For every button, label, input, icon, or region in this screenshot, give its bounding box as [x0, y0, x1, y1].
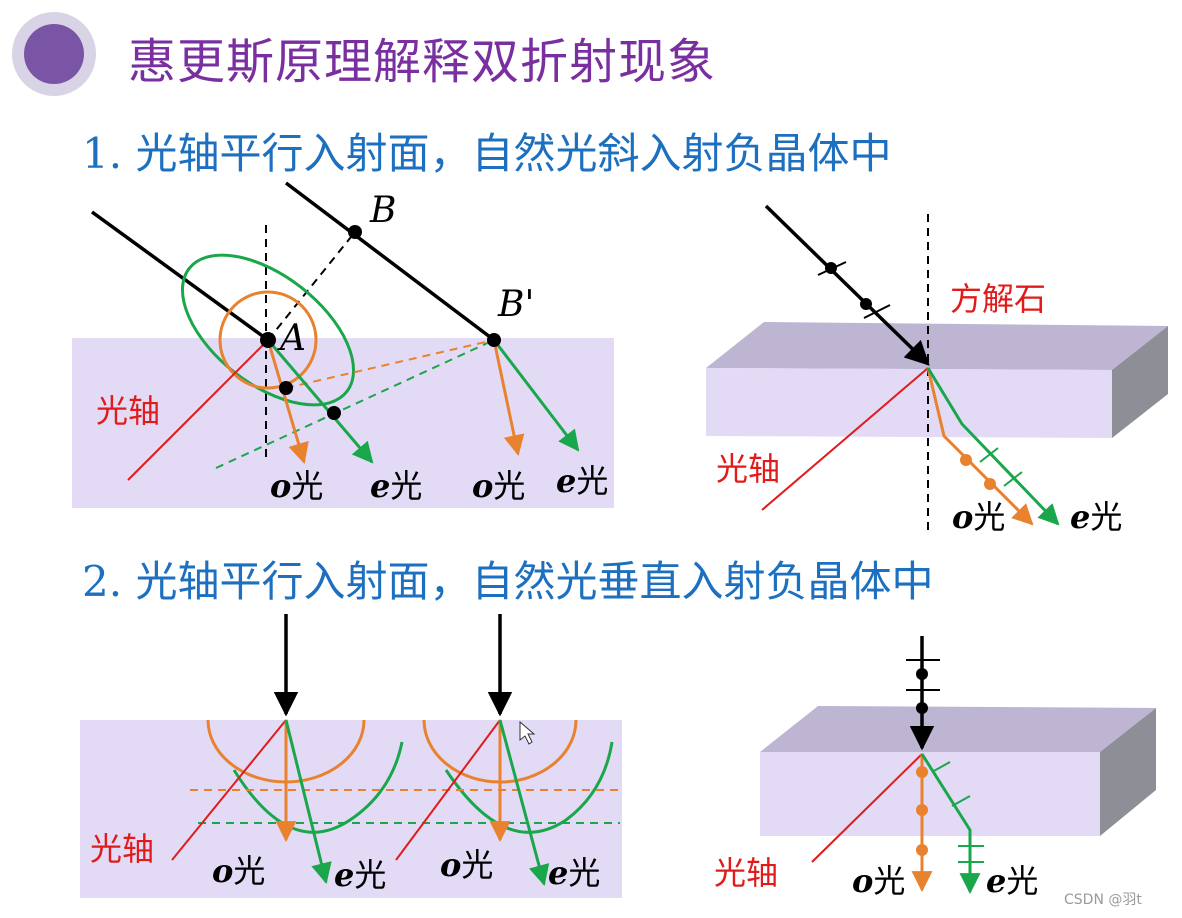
label-o-light-d: o光: [440, 846, 493, 884]
label-e-light-d: e光: [548, 854, 600, 892]
label-o-light-2: o光: [472, 467, 525, 505]
e-tangent-dot: [327, 406, 341, 420]
o-dot-4: [916, 804, 928, 816]
polarization-tick-2: [863, 304, 891, 319]
label-b-prime: B': [497, 284, 534, 325]
polarization-dot-3: [916, 668, 928, 680]
point-b-dot: [348, 225, 362, 239]
o-dot-5: [916, 844, 928, 856]
incident-ray-3d: [764, 204, 930, 366]
crystal-slab: [72, 338, 614, 508]
label-optic-axis-3d-2: 光轴: [714, 854, 778, 892]
e-ray-b: [492, 339, 580, 452]
watermark: CSDN @羽t: [1064, 892, 1142, 908]
e-tick-3: [931, 761, 951, 773]
panel-oblique-wavefront: A B B' 光轴 o光 e光 o光 e光: [72, 181, 614, 508]
e-tick-4: [951, 795, 971, 807]
block-side-face-2: [1100, 708, 1156, 836]
block-front-face: [706, 368, 1112, 438]
panel-normal-calcite: 光轴 o光 e光: [714, 636, 1156, 900]
e-ray-d: [498, 719, 550, 887]
o-ray-3d: [926, 367, 1034, 526]
label-optic-axis: 光轴: [96, 392, 160, 430]
section-2-text: 光轴平行入射面，自然光垂直入射负晶体中: [135, 557, 934, 606]
block-side-face: [1112, 326, 1168, 438]
section-2-number: 2.: [82, 557, 123, 606]
o-dot-3: [916, 766, 928, 778]
o-ray-b: [492, 339, 525, 457]
block-top-face: [706, 322, 1168, 370]
label-e-light-3d: e光: [1070, 498, 1122, 536]
label-optic-axis-2: 光轴: [90, 830, 154, 868]
e-ray-3d: [926, 367, 1060, 526]
label-e-light-1: e光: [370, 467, 422, 505]
optic-axis-c: [171, 719, 287, 861]
label-optic-axis-3d: 光轴: [716, 450, 780, 488]
mouse-cursor-icon: [519, 720, 536, 745]
section-1-text: 光轴平行入射面，自然光斜入射负晶体中: [135, 129, 892, 178]
label-e-light-c: e光: [334, 856, 386, 894]
incident-ray-b: [284, 181, 496, 342]
o-wavefront: [285, 339, 495, 389]
title-badge-dot: [24, 24, 84, 84]
label-calcite: 方解石: [950, 280, 1046, 318]
label-b: B: [369, 190, 396, 231]
e-ray-c: [284, 719, 332, 885]
point-b-prime-dot: [487, 333, 501, 347]
block-top-face-2: [760, 706, 1156, 752]
incident-ray-a: [90, 210, 270, 342]
e-tick-2: [1003, 471, 1023, 487]
polarization-dot-4: [916, 702, 928, 714]
e-ray-3d-2: [920, 753, 981, 895]
panel-normal-wavefront: 光轴 o光 e光 o光 e光: [80, 614, 622, 898]
optic-axis-3d: [761, 367, 929, 511]
e-wavefront: [215, 339, 495, 469]
o-dot-2: [984, 478, 996, 490]
optic-axis-line: [127, 339, 269, 481]
section-1-number: 1.: [82, 129, 123, 178]
panel-oblique-calcite: 方解石 光轴 o光 e光: [706, 204, 1168, 536]
label-o-light-c: o光: [212, 852, 265, 890]
e-wavelet-d: [444, 741, 614, 834]
block-front-face-2: [760, 752, 1100, 836]
o-tangent-dot: [279, 381, 293, 395]
optic-axis-3d-2: [811, 753, 923, 863]
page-title: 惠更斯原理解释双折射现象: [128, 34, 717, 90]
section-2-heading: 2. 光轴平行入射面，自然光垂直入射负晶体中: [82, 548, 933, 609]
section-1-heading: 1. 光轴平行入射面，自然光斜入射负晶体中: [82, 120, 891, 181]
polarization-dot-2: [860, 298, 872, 310]
label-o-light-1: o光: [270, 467, 323, 505]
label-e-light-3d-2: e光: [986, 862, 1038, 900]
o-ray-a: [266, 339, 309, 465]
wavefront-ab: [267, 231, 356, 341]
point-a-dot: [260, 332, 276, 348]
label-o-light-3d-2: o光: [852, 862, 905, 900]
label-e-light-2: e光: [556, 462, 608, 500]
e-tick-1: [979, 447, 999, 463]
optic-axis-d: [395, 719, 501, 861]
label-o-light-3d: o光: [952, 498, 1005, 536]
polarization-dot-1: [825, 262, 837, 274]
label-a: A: [277, 318, 306, 359]
o-dot-1: [960, 454, 972, 466]
title-badge: [12, 12, 96, 96]
o-wavelet-circle: [218, 290, 318, 390]
e-ray-a: [266, 339, 374, 464]
